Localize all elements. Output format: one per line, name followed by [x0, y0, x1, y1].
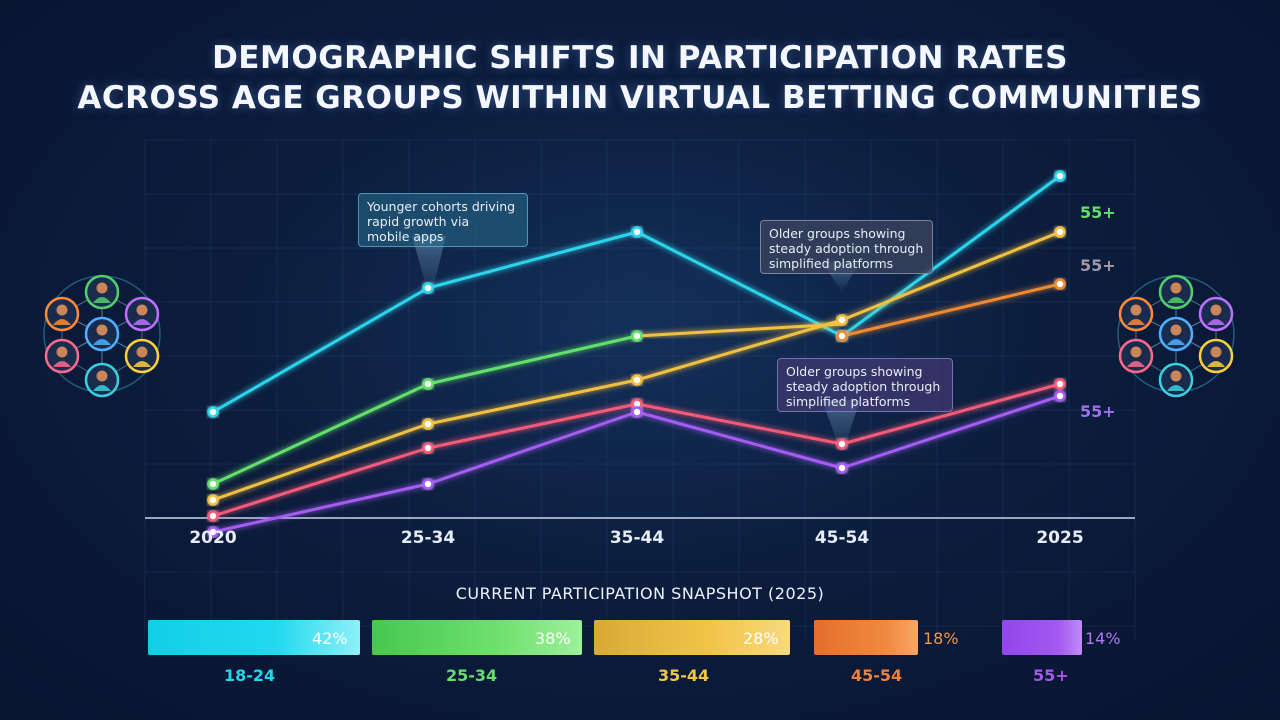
series-line: [841, 282, 1061, 338]
community-avatars-left: [43, 274, 161, 398]
snapshot-bar: [372, 620, 582, 655]
snapshot-category-label: 35-44: [658, 666, 710, 685]
data-point: [1054, 170, 1066, 182]
data-point: [422, 282, 434, 294]
data-point: [1054, 390, 1066, 402]
x-tick-label: 35-44: [609, 528, 665, 548]
series-end-label: 55+: [1080, 256, 1116, 275]
snapshot-value-label: 14%: [1085, 629, 1121, 648]
chart-title-line-1: DEMOGRAPHIC SHIFTS IN PARTICIPATION RATE…: [212, 40, 1068, 76]
snapshot-category-label: 45-54: [851, 666, 903, 685]
data-point: [207, 526, 219, 538]
data-point: [207, 478, 219, 490]
callout-pointer-1: [412, 236, 446, 300]
snapshot-bar: [594, 620, 790, 655]
series-points: [207, 170, 1066, 538]
data-point: [1054, 278, 1066, 290]
x-tick-label: 25-34: [400, 528, 456, 548]
data-point: [836, 314, 848, 326]
snapshot-value-label: 18%: [923, 629, 959, 648]
data-point: [422, 418, 434, 430]
snapshot-category-label: 18-24: [224, 666, 276, 685]
annotation-callout: Older groups showing steady adoption thr…: [760, 220, 933, 274]
callout-pointer-3: [822, 400, 860, 455]
snapshot-bar: [1002, 620, 1082, 655]
data-point: [631, 330, 643, 342]
snapshot-category-label: 25-34: [446, 666, 498, 685]
snapshot-value-label: 28%: [743, 629, 779, 648]
x-tick-label: 2025: [1036, 528, 1084, 548]
x-tick-label: 45-54: [814, 528, 870, 548]
community-avatars-right: [1117, 274, 1235, 398]
x-tick-label: 2020: [189, 528, 237, 548]
series-end-label: 55+: [1080, 203, 1116, 222]
chart-title-line-2: ACROSS AGE GROUPS WITHIN VIRTUAL BETTING…: [77, 80, 1203, 116]
data-point: [207, 406, 219, 418]
data-point: [207, 494, 219, 506]
data-point: [631, 374, 643, 386]
data-point: [422, 442, 434, 454]
data-point: [836, 462, 848, 474]
series-end-label: 55+: [1080, 402, 1116, 421]
snapshot-title: CURRENT PARTICIPATION SNAPSHOT (2025): [455, 584, 825, 603]
data-point: [1054, 378, 1066, 390]
data-point: [422, 378, 434, 390]
snapshot-bar: [814, 620, 918, 655]
chart-grid: [144, 139, 1136, 640]
data-point: [207, 510, 219, 522]
data-point: [836, 330, 848, 342]
data-point: [1054, 226, 1066, 238]
data-point: [631, 406, 643, 418]
snapshot-value-label: 42%: [312, 629, 348, 648]
annotation-callout: Younger cohorts driving rapid growth via…: [358, 193, 528, 247]
data-point: [422, 478, 434, 490]
annotation-callout: Older groups showing steady adoption thr…: [777, 358, 953, 412]
series-line: [636, 322, 843, 338]
data-point: [631, 226, 643, 238]
snapshot-value-label: 38%: [535, 629, 571, 648]
data-point: [836, 438, 848, 450]
snapshot-category-label: 55+: [1033, 666, 1069, 685]
snapshot-bar: [148, 620, 360, 655]
